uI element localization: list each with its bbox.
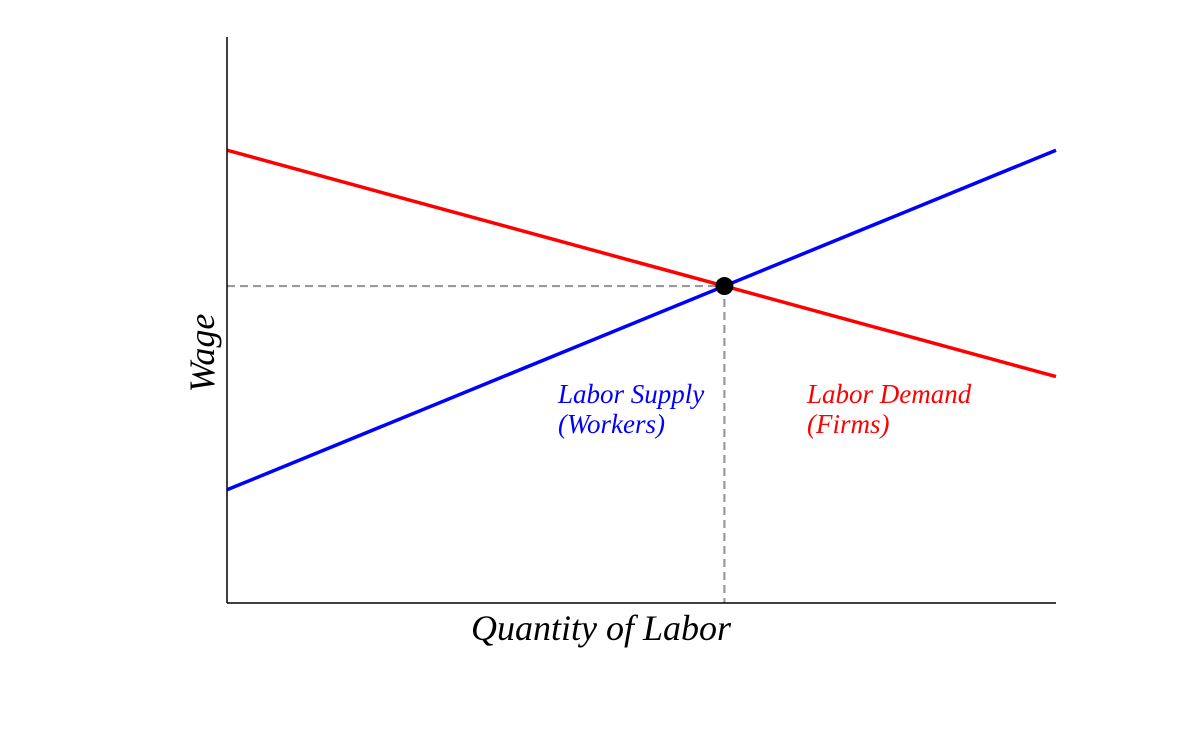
demand-label-line2: (Firms) xyxy=(807,409,890,439)
supply-label-line1: Labor Supply xyxy=(557,379,704,409)
demand-curve xyxy=(226,148,1057,379)
y-axis-label: Wage xyxy=(182,314,222,393)
equilibrium-point xyxy=(715,277,734,296)
x-axis-label: Quantity of Labor xyxy=(471,608,732,648)
demand-label-line1: Labor Demand xyxy=(806,379,972,409)
supply-curve xyxy=(226,148,1057,492)
supply-label-line2: (Workers) xyxy=(558,409,665,439)
